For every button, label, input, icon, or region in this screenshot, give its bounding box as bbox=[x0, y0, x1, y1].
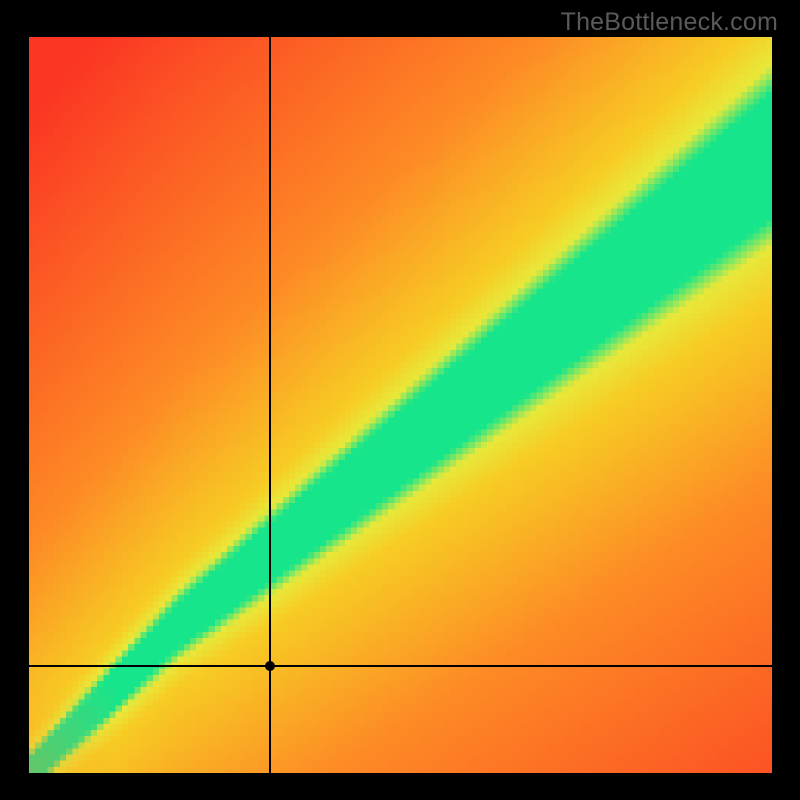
watermark-text: TheBottleneck.com bbox=[561, 8, 778, 37]
crosshair-point bbox=[265, 661, 275, 671]
heatmap-plot-area bbox=[29, 37, 772, 773]
chart-container: TheBottleneck.com bbox=[0, 0, 800, 800]
crosshair-horizontal bbox=[29, 665, 772, 667]
heatmap-canvas bbox=[29, 37, 772, 773]
